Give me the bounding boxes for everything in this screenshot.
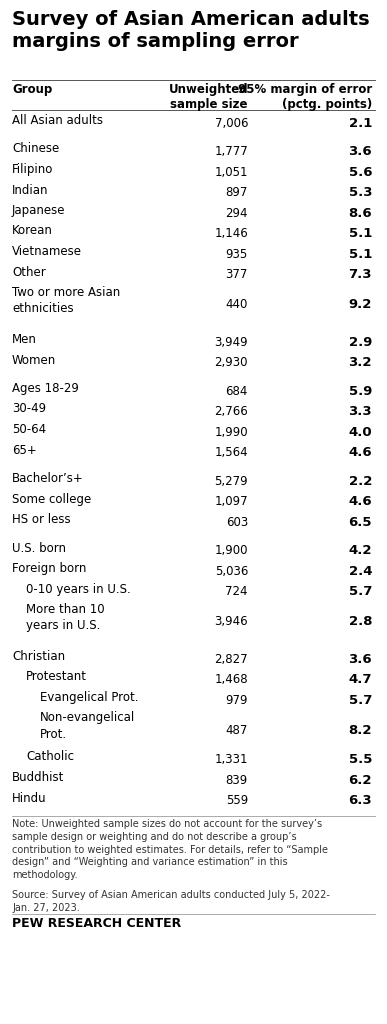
Text: 95% margin of error
(pctg. points): 95% margin of error (pctg. points) [238, 83, 372, 111]
Text: 2,930: 2,930 [214, 356, 248, 370]
Text: 1,564: 1,564 [214, 446, 248, 459]
Text: 50-64: 50-64 [12, 423, 46, 436]
Text: Chinese: Chinese [12, 142, 59, 156]
Text: 7.3: 7.3 [349, 268, 372, 282]
Text: 440: 440 [226, 298, 248, 311]
Text: 5.5: 5.5 [349, 754, 372, 766]
Text: Other: Other [12, 265, 46, 279]
Text: 294: 294 [226, 207, 248, 220]
Text: Two or more Asian
ethnicities: Two or more Asian ethnicities [12, 286, 120, 315]
Text: 30-49: 30-49 [12, 402, 46, 416]
Text: 4.6: 4.6 [348, 496, 372, 508]
Text: 1,900: 1,900 [214, 544, 248, 557]
Text: 487: 487 [226, 724, 248, 736]
Text: 2,827: 2,827 [214, 652, 248, 666]
Text: Bachelor’s+: Bachelor’s+ [12, 472, 84, 485]
Text: 2.8: 2.8 [349, 615, 372, 628]
Text: 4.7: 4.7 [349, 673, 372, 686]
Text: 4.2: 4.2 [349, 544, 372, 557]
Text: Japanese: Japanese [12, 204, 65, 217]
Text: 1,777: 1,777 [214, 145, 248, 159]
Text: 5.1: 5.1 [349, 227, 372, 241]
Text: 2.9: 2.9 [349, 336, 372, 349]
Text: Korean: Korean [12, 224, 53, 238]
Text: PEW RESEARCH CENTER: PEW RESEARCH CENTER [12, 918, 181, 930]
Text: 9.2: 9.2 [349, 298, 372, 311]
Text: 3.6: 3.6 [348, 652, 372, 666]
Text: Indian: Indian [12, 183, 48, 197]
Text: 4.0: 4.0 [348, 426, 372, 438]
Text: Buddhist: Buddhist [12, 771, 64, 784]
Text: 1,146: 1,146 [214, 227, 248, 241]
Text: 5.6: 5.6 [349, 166, 372, 179]
Text: 377: 377 [226, 268, 248, 282]
Text: 6.5: 6.5 [349, 516, 372, 528]
Text: Survey of Asian American adults
margins of sampling error: Survey of Asian American adults margins … [12, 10, 370, 51]
Text: U.S. born: U.S. born [12, 542, 66, 555]
Text: Unweighted
sample size: Unweighted sample size [168, 83, 248, 111]
Text: 3.3: 3.3 [348, 406, 372, 418]
Text: 1,331: 1,331 [214, 754, 248, 766]
Text: Women: Women [12, 353, 56, 367]
Text: 1,990: 1,990 [214, 426, 248, 438]
Text: Foreign born: Foreign born [12, 562, 86, 575]
Text: Vietnamese: Vietnamese [12, 245, 82, 258]
Text: Source: Survey of Asian American adults conducted July 5, 2022-
Jan. 27, 2023.: Source: Survey of Asian American adults … [12, 890, 330, 912]
Text: 5.1: 5.1 [349, 248, 372, 261]
Text: 1,468: 1,468 [214, 673, 248, 686]
Text: Group: Group [12, 83, 52, 96]
Text: Protestant: Protestant [26, 671, 87, 683]
Text: All Asian adults: All Asian adults [12, 114, 103, 127]
Text: 5.3: 5.3 [349, 186, 372, 200]
Text: More than 10
years in U.S.: More than 10 years in U.S. [26, 603, 104, 632]
Text: 684: 684 [226, 385, 248, 397]
Text: 559: 559 [226, 795, 248, 807]
Text: 839: 839 [226, 774, 248, 786]
Text: 7,006: 7,006 [214, 117, 248, 130]
Text: Filipino: Filipino [12, 163, 53, 176]
Text: Catholic: Catholic [26, 751, 74, 764]
Text: Men: Men [12, 333, 37, 346]
Text: 724: 724 [226, 586, 248, 598]
Text: 603: 603 [226, 516, 248, 528]
Text: Some college: Some college [12, 493, 91, 506]
Text: 5.7: 5.7 [349, 586, 372, 598]
Text: 3,946: 3,946 [214, 615, 248, 628]
Text: Note: Unweighted sample sizes do not account for the survey’s
sample design or w: Note: Unweighted sample sizes do not acc… [12, 819, 328, 881]
Text: 5,279: 5,279 [214, 475, 248, 487]
Text: 8.2: 8.2 [349, 724, 372, 736]
Text: 2.1: 2.1 [349, 117, 372, 130]
Text: 8.6: 8.6 [348, 207, 372, 220]
Text: Ages 18-29: Ages 18-29 [12, 382, 79, 395]
Text: 979: 979 [226, 693, 248, 707]
Text: 897: 897 [226, 186, 248, 200]
Text: Evangelical Prot.: Evangelical Prot. [40, 691, 139, 705]
Text: 1,051: 1,051 [214, 166, 248, 179]
Text: 2,766: 2,766 [214, 406, 248, 418]
Text: 4.6: 4.6 [348, 446, 372, 459]
Text: 3.6: 3.6 [348, 145, 372, 159]
Text: HS or less: HS or less [12, 513, 70, 526]
Text: Non-evangelical
Prot.: Non-evangelical Prot. [40, 712, 135, 740]
Text: 2.2: 2.2 [349, 475, 372, 487]
Text: Christian: Christian [12, 650, 65, 663]
Text: 6.3: 6.3 [348, 795, 372, 807]
Text: 0-10 years in U.S.: 0-10 years in U.S. [26, 583, 131, 596]
Text: 3,949: 3,949 [214, 336, 248, 349]
Text: 5.7: 5.7 [349, 693, 372, 707]
Text: 5.9: 5.9 [349, 385, 372, 397]
Text: 2.4: 2.4 [349, 565, 372, 578]
Text: Hindu: Hindu [12, 792, 46, 805]
Text: 5,036: 5,036 [215, 565, 248, 578]
Text: 65+: 65+ [12, 443, 37, 457]
Text: 935: 935 [226, 248, 248, 261]
Text: 1,097: 1,097 [214, 496, 248, 508]
Text: 6.2: 6.2 [349, 774, 372, 786]
Text: 3.2: 3.2 [349, 356, 372, 370]
